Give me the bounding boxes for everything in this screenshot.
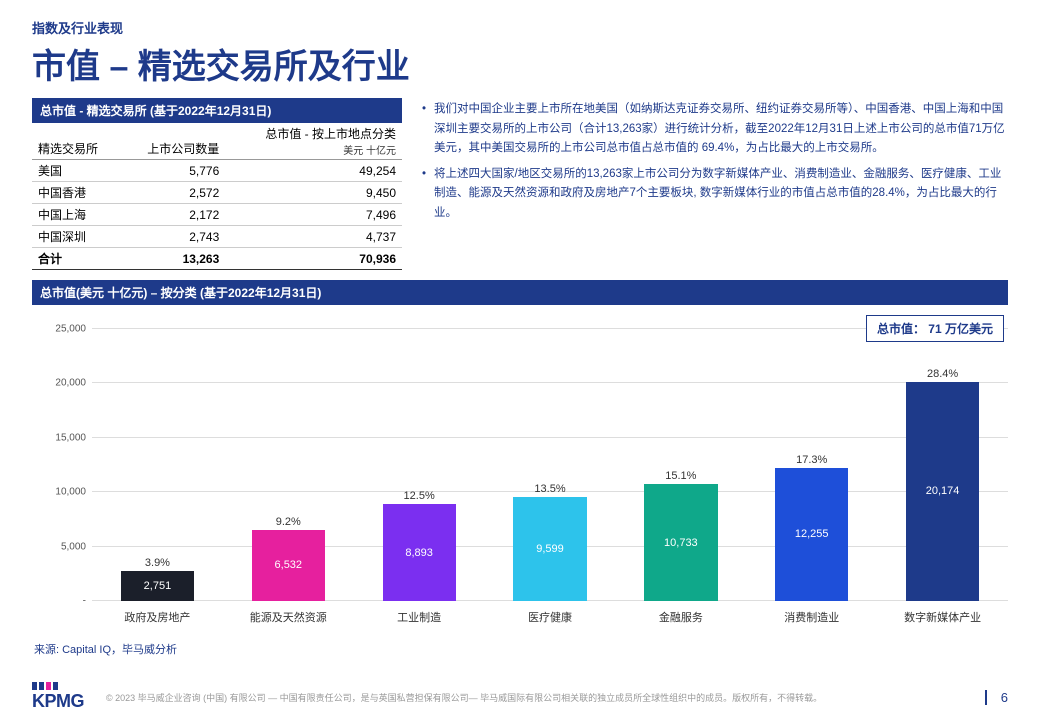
bar-value-label: 6,532 (275, 559, 303, 571)
bar-percent-label: 9.2% (276, 516, 301, 528)
bar-percent-label: 28.4% (927, 368, 958, 380)
bar-value-label: 2,751 (144, 580, 172, 592)
bar: 20,174 (906, 382, 979, 601)
x-category-label: 能源及天然资源 (223, 609, 354, 625)
table-row: 中国香港2,5729,450 (32, 182, 402, 204)
exchange-col-count: 上市公司数量 (121, 123, 225, 160)
bar-slot: 12.5% 8,893 (354, 329, 485, 601)
exchange-table: 精选交易所 上市公司数量 总市值 - 按上市地点分类 美元 十亿元 美国5,77… (32, 123, 402, 270)
commentary-bullets: 我们对中国企业主要上市所在地美国（如纳斯达克证券交易所、纽约证券交易所等）、中国… (420, 98, 1008, 270)
kpmg-logo: KPMG (32, 682, 84, 712)
commentary-bullet: 我们对中国企业主要上市所在地美国（如纳斯达克证券交易所、纽约证券交易所等）、中国… (420, 100, 1008, 159)
bar-value-label: 8,893 (405, 547, 433, 559)
page-title: 市值 – 精选交易所及行业 (32, 39, 1008, 88)
bar-slot: 3.9% 2,751 (92, 329, 223, 601)
bar: 2,751 (121, 571, 194, 601)
bar-slot: 15.1% 10,733 (615, 329, 746, 601)
table-total-row: 合计13,26370,936 (32, 248, 402, 270)
chart-header-bar: 总市值(美元 十亿元) – 按分类 (基于2022年12月31日) (32, 280, 1008, 305)
section-pretitle: 指数及行业表现 (32, 18, 1008, 37)
x-category-label: 金融服务 (615, 609, 746, 625)
page-footer: KPMG © 2023 毕马威企业咨询 (中国) 有限公司 — 中国有限责任公司… (32, 682, 1008, 712)
bar-percent-label: 15.1% (665, 470, 696, 482)
bar-value-label: 12,255 (795, 528, 829, 540)
chart-source: 来源: Capital IQ，毕马威分析 (32, 641, 1008, 657)
y-tick-label: - (83, 596, 86, 607)
exchange-table-block: 总市值 - 精选交易所 (基于2022年12月31日) 精选交易所 上市公司数量… (32, 98, 402, 270)
bar-percent-label: 3.9% (145, 557, 170, 569)
commentary-bullet: 将上述四大国家/地区交易所的13,263家上市公司分为数字新媒体产业、消费制造业… (420, 165, 1008, 224)
x-category-label: 工业制造 (354, 609, 485, 625)
bar-percent-label: 12.5% (404, 490, 435, 502)
y-tick-label: 5,000 (61, 541, 86, 552)
y-tick-label: 20,000 (55, 378, 86, 389)
bar-slot: 28.4% 20,174 (877, 329, 1008, 601)
bar: 6,532 (252, 530, 325, 601)
bar: 8,893 (383, 504, 456, 601)
y-tick-label: 10,000 (55, 487, 86, 498)
bar-percent-label: 17.3% (796, 454, 827, 466)
total-market-cap-badge: 总市值： 71 万亿美元 (866, 315, 1004, 342)
bar: 12,255 (775, 468, 848, 601)
copyright-text: © 2023 毕马威企业咨询 (中国) 有限公司 — 中国有限责任公司，是与英国… (98, 691, 971, 704)
exchange-table-header-bar: 总市值 - 精选交易所 (基于2022年12月31日) (32, 98, 402, 123)
bar-value-label: 10,733 (664, 537, 698, 549)
bar-slot: 9.2% 6,532 (223, 329, 354, 601)
bar-slot: 17.3% 12,255 (746, 329, 877, 601)
y-tick-label: 15,000 (55, 432, 86, 443)
page-number: 6 (985, 690, 1008, 705)
x-category-label: 政府及房地产 (92, 609, 223, 625)
x-category-label: 消费制造业 (746, 609, 877, 625)
y-tick-label: 25,000 (55, 324, 86, 335)
bar-slot: 13.5% 9,599 (485, 329, 616, 601)
x-category-label: 医疗健康 (485, 609, 616, 625)
exchange-col-name: 精选交易所 (32, 123, 121, 160)
bar-value-label: 20,174 (926, 485, 960, 497)
bar-percent-label: 13.5% (534, 483, 565, 495)
table-row: 中国上海2,1727,496 (32, 204, 402, 226)
table-row: 美国5,77649,254 (32, 160, 402, 182)
exchange-col-cap: 总市值 - 按上市地点分类 美元 十亿元 (225, 123, 402, 160)
bar: 9,599 (513, 497, 586, 601)
x-category-label: 数字新媒体产业 (877, 609, 1008, 625)
table-row: 中国深圳2,7434,737 (32, 226, 402, 248)
bar: 10,733 (644, 484, 717, 601)
bar-value-label: 9,599 (536, 543, 564, 555)
bar-chart: 总市值： 71 万亿美元 - 5,000 10,000 15,000 20,000 25,… (32, 311, 1008, 641)
